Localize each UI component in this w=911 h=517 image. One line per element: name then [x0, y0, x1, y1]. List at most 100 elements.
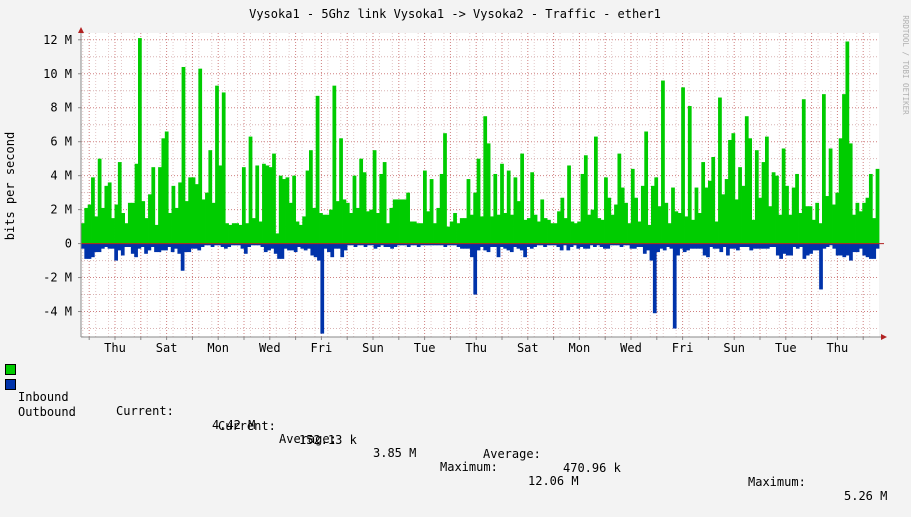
inbound-bar	[842, 94, 846, 244]
outbound-bar	[566, 243, 571, 251]
inbound-bar	[275, 233, 280, 244]
outbound-bar	[227, 243, 232, 247]
outbound-bar	[832, 243, 837, 249]
inbound-bar	[205, 192, 209, 244]
inbound-bar	[131, 202, 136, 244]
outbound-bar	[380, 243, 384, 246]
outbound-bar	[606, 243, 611, 249]
outbound-bar	[559, 243, 564, 251]
inbound-bar	[500, 163, 504, 244]
y-tick-label: -2 M	[43, 271, 72, 285]
outbound-bar	[686, 243, 690, 251]
outbound-bar	[672, 243, 677, 329]
outbound-bar	[366, 243, 371, 246]
inbound-bar	[721, 194, 726, 244]
outbound-bar	[579, 243, 584, 247]
outbound-bar	[533, 243, 537, 247]
inbound-bar	[614, 204, 618, 244]
outbound-bar	[619, 243, 624, 247]
inbound-bar	[345, 202, 350, 244]
inbound-bar	[148, 194, 152, 244]
inbound-bar	[691, 219, 695, 244]
outbound-bar	[267, 243, 271, 251]
outbound-bar	[499, 243, 504, 247]
inbound-bar	[412, 221, 417, 244]
axis-labels: 12 M 10 M 8 M 6 M 4 M 2 M 0 -2 M -4 M Thu Sat Mon We…	[43, 33, 848, 355]
outbound-bar	[626, 243, 631, 246]
outbound-bar	[829, 243, 833, 246]
inbound-bar	[184, 201, 189, 244]
outbound-bar	[297, 243, 301, 247]
inbound-bar	[127, 202, 132, 244]
inbound-bar	[537, 221, 541, 244]
inbound-bar	[171, 185, 176, 244]
inbound-bar	[124, 223, 129, 244]
outbound-bar	[722, 243, 727, 247]
outbound-bar	[772, 243, 777, 247]
inbound-bar	[282, 179, 286, 244]
outbound-bar	[450, 243, 454, 246]
y-tick-label: 8 M	[50, 101, 72, 115]
outbound-bar	[420, 243, 424, 246]
inbound-bar	[852, 214, 856, 244]
outbound-bar	[825, 243, 830, 247]
outbound-bar	[423, 243, 428, 246]
inbound-bar	[567, 165, 571, 244]
outbound-bar	[323, 243, 328, 249]
outbound-bar	[593, 243, 597, 247]
outbound-bar	[463, 243, 468, 249]
outbound-bar	[233, 243, 238, 246]
outbound-bar	[609, 243, 614, 246]
legend-row-inbound: Inbound Current: 4.42 M Average: 3.85 M …	[5, 362, 579, 488]
inbound-bar	[456, 223, 461, 244]
outbound-bar	[473, 243, 478, 295]
outbound-bar	[629, 243, 634, 249]
inbound-bar	[563, 218, 568, 244]
outbound-bar	[822, 243, 827, 249]
inbound-bar	[654, 177, 659, 244]
outbound-bar	[403, 243, 408, 246]
rrdtool-watermark: RRDTOOL / TOBI OETIKER	[901, 15, 910, 115]
outbound-bar	[237, 243, 242, 246]
inbound-bar	[329, 209, 333, 244]
outbound-bar	[303, 243, 308, 251]
outbound-bar	[769, 243, 774, 247]
outbound-bar	[509, 243, 514, 253]
outbound-bar	[563, 243, 567, 246]
inbound-bar	[744, 116, 749, 244]
inbound-bar	[486, 143, 491, 244]
inbound-bar	[587, 214, 592, 244]
outbound-bar	[124, 243, 128, 247]
outbound-bar	[293, 243, 298, 253]
inbound-bar	[91, 177, 95, 244]
outbound-bar	[353, 243, 358, 247]
outbound-bar	[340, 243, 345, 258]
outbound-bar	[476, 243, 481, 251]
outbound-bar	[174, 243, 178, 249]
outbound-bar	[100, 243, 105, 249]
outbound-bar	[573, 243, 577, 246]
inbound-bar	[359, 158, 364, 244]
outbound-average-value: 470.96 k	[563, 461, 621, 475]
outbound-bar	[865, 243, 870, 258]
inbound-bar	[376, 213, 380, 244]
outbound-bar	[862, 243, 867, 256]
inbound-bar	[144, 218, 149, 244]
outbound-bar	[782, 243, 787, 254]
outbound-bar	[114, 243, 118, 261]
outbound-bar	[689, 243, 694, 249]
outbound-bar	[194, 243, 198, 249]
inbound-bar	[369, 209, 374, 244]
outbound-bar	[859, 243, 863, 249]
inbound-bar	[577, 221, 581, 244]
inbound-bar	[758, 197, 763, 244]
inbound-bar	[107, 182, 112, 244]
inbound-bar	[262, 163, 266, 244]
x-tick-label: Mon	[569, 341, 591, 355]
inbound-bar	[225, 223, 229, 244]
outbound-bar	[130, 243, 135, 254]
inbound-bar	[466, 179, 471, 244]
inbound-bar	[469, 214, 474, 244]
outbound-bar	[709, 243, 714, 247]
outbound-bar	[729, 243, 734, 249]
